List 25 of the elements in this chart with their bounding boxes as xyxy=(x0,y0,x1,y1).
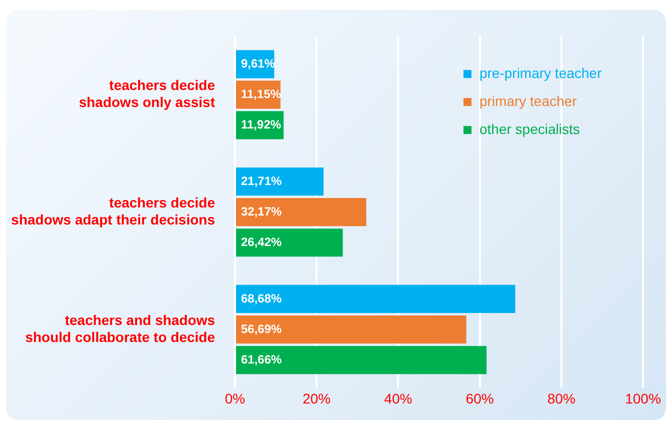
data-label: 21,71% xyxy=(241,174,282,188)
x-tick-label: 40% xyxy=(384,390,412,406)
bar xyxy=(236,198,366,226)
y-tick-label: teachers decide shadows adapt their decisions xyxy=(11,194,216,228)
y-tick-label: teachers and shadows should collaborate to decide xyxy=(25,312,216,345)
legend-label: primary teacher xyxy=(479,92,578,109)
legend-label: other specialists xyxy=(479,120,580,137)
x-tick-label: 100% xyxy=(625,390,661,406)
x-tick-label: 0% xyxy=(224,390,246,406)
data-label: 68,68% xyxy=(241,291,282,306)
bar xyxy=(236,284,516,314)
data-label: 32,17% xyxy=(241,204,282,218)
data-label: 56,69% xyxy=(241,322,282,336)
legend-label: pre-primary teacher xyxy=(479,64,602,81)
data-label: 26,42% xyxy=(241,234,282,249)
x-tick-label: 60% xyxy=(466,390,494,406)
bar xyxy=(236,315,466,344)
data-label: 11,92% xyxy=(241,118,282,132)
data-label: 61,66% xyxy=(241,352,282,366)
x-tick-label: 20% xyxy=(302,390,331,406)
bar xyxy=(236,168,324,196)
y-tick-label: teachers decide shadows only assist xyxy=(78,77,216,110)
x-tick-label: 80% xyxy=(547,390,576,406)
bar xyxy=(236,346,487,374)
bar xyxy=(236,228,343,257)
